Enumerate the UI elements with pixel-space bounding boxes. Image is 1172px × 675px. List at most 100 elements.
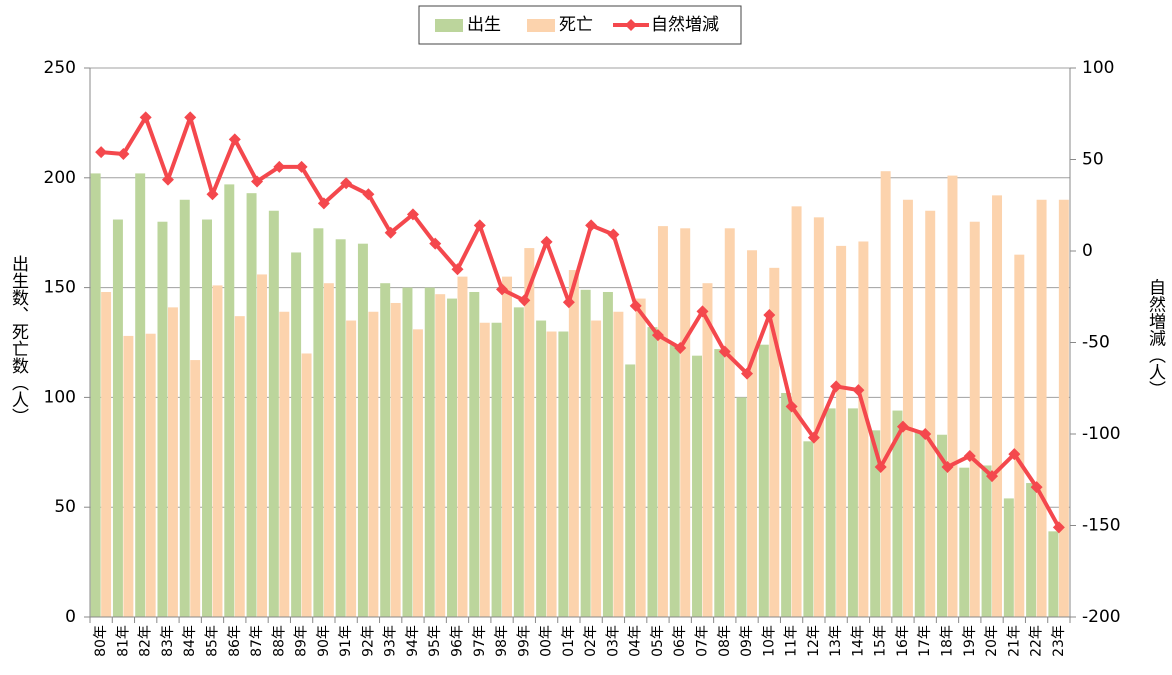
bar xyxy=(669,344,680,617)
marker xyxy=(874,460,887,473)
bar xyxy=(368,311,379,617)
bar xyxy=(457,276,468,617)
marker xyxy=(896,420,909,433)
x-tick-label: 95年 xyxy=(427,625,443,657)
bar xyxy=(947,175,958,617)
marker xyxy=(228,133,241,146)
bar xyxy=(135,173,146,617)
bar xyxy=(747,250,758,617)
bar xyxy=(825,408,836,617)
bar xyxy=(268,210,279,618)
y-tick-label: 150 xyxy=(44,278,76,298)
bar xyxy=(291,252,302,618)
x-tick-label: 94年 xyxy=(405,625,421,657)
bar xyxy=(558,331,569,617)
bar xyxy=(279,311,290,617)
bar xyxy=(145,333,156,617)
bar xyxy=(714,349,725,617)
marker xyxy=(518,294,531,307)
x-tick-label: 17年 xyxy=(917,625,933,657)
x-tick-label: 10年 xyxy=(761,625,777,657)
x-tick-label: 89年 xyxy=(294,625,310,657)
bar xyxy=(513,307,524,617)
y-tick-label: 100 xyxy=(44,387,76,407)
bar xyxy=(813,217,824,617)
bar xyxy=(234,316,245,617)
bar xyxy=(647,327,658,617)
bar xyxy=(803,441,814,617)
bar xyxy=(602,291,613,617)
bar xyxy=(357,243,368,617)
bar xyxy=(1014,254,1025,617)
y-tick-label: 0 xyxy=(65,607,76,627)
marker xyxy=(785,400,798,413)
bar xyxy=(157,221,168,617)
x-tick-label: 09年 xyxy=(739,625,755,657)
marker xyxy=(674,341,687,354)
bar xyxy=(346,320,357,617)
legend-label: 死亡 xyxy=(559,15,593,35)
legend-label: 自然増減 xyxy=(651,15,719,35)
bar xyxy=(568,270,579,617)
bar xyxy=(257,274,268,617)
bar xyxy=(758,344,769,617)
marker xyxy=(295,160,308,173)
marker xyxy=(317,197,330,210)
marker xyxy=(273,160,286,173)
bar xyxy=(724,228,735,618)
bar xyxy=(212,285,223,617)
x-tick-label: 04年 xyxy=(628,625,644,657)
bar xyxy=(836,245,847,617)
y2-tick-label: 50 xyxy=(1082,150,1104,170)
x-tick-label: 22年 xyxy=(1029,625,1045,657)
bar xyxy=(969,221,980,617)
marker xyxy=(1052,521,1065,534)
marker xyxy=(629,299,642,312)
bar xyxy=(546,331,557,617)
bar xyxy=(858,241,869,617)
bar xyxy=(301,353,312,617)
bar xyxy=(90,173,101,617)
x-tick-label: 82年 xyxy=(138,625,154,657)
marker xyxy=(830,380,843,393)
x-tick-label: 92年 xyxy=(360,625,376,657)
y2-tick-label: -150 xyxy=(1082,516,1121,536)
marker xyxy=(362,188,375,201)
bar xyxy=(479,322,490,617)
marker xyxy=(139,111,152,124)
x-tick-label: 02年 xyxy=(583,625,599,657)
x-tick-label: 80年 xyxy=(93,625,109,657)
x-tick-label: 98年 xyxy=(494,625,510,657)
bar xyxy=(123,335,134,617)
bar xyxy=(781,393,792,617)
bar xyxy=(447,298,457,617)
y2-tick-label: -100 xyxy=(1082,424,1121,444)
x-tick-label: 20年 xyxy=(984,625,1000,657)
marker xyxy=(696,305,709,318)
x-tick-label: 21年 xyxy=(1006,625,1022,657)
bar xyxy=(902,199,913,617)
x-tick-label: 05年 xyxy=(650,625,666,657)
bar xyxy=(657,226,668,617)
bar xyxy=(101,291,112,617)
bar xyxy=(613,311,624,617)
bar xyxy=(112,219,123,618)
bar xyxy=(491,322,502,617)
bar xyxy=(179,199,190,617)
bar xyxy=(736,397,747,617)
y2-tick-label: -50 xyxy=(1082,333,1110,353)
marker xyxy=(451,263,464,276)
bar xyxy=(246,193,257,617)
x-tick-label: 00年 xyxy=(539,625,555,657)
x-tick-label: 86年 xyxy=(227,625,243,657)
x-tick-label: 12年 xyxy=(806,625,822,657)
bar xyxy=(892,410,903,617)
x-tick-label: 19年 xyxy=(962,625,978,657)
marker xyxy=(340,177,353,190)
bar xyxy=(625,364,636,617)
marker xyxy=(807,431,820,444)
bar xyxy=(224,184,235,617)
x-tick-label: 88年 xyxy=(271,625,287,657)
